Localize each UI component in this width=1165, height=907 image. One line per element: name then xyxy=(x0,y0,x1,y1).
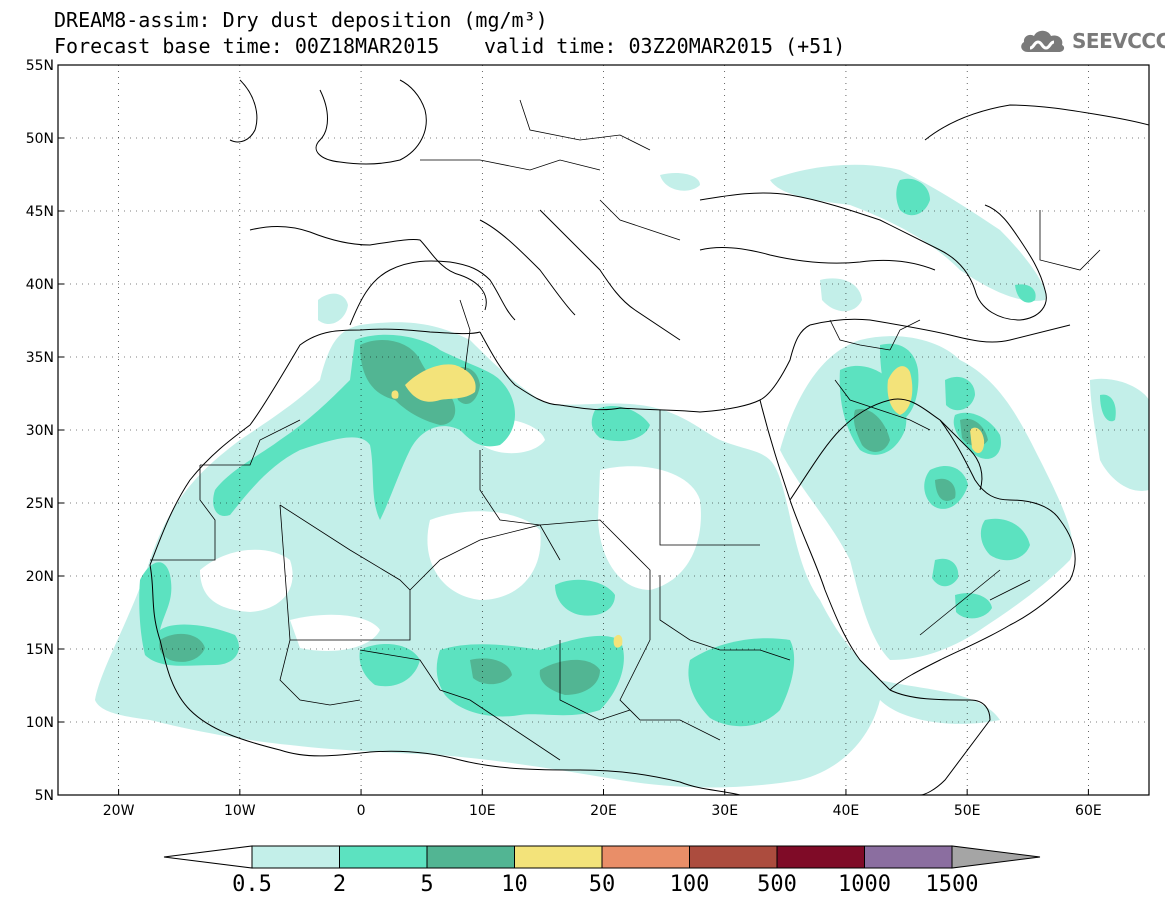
lon-tick-label: 60E xyxy=(1075,803,1102,819)
colorbar-label: 50 xyxy=(589,872,616,897)
colorbar-label: 0.5 xyxy=(232,872,272,897)
lat-tick-label: 55N xyxy=(26,58,54,74)
dust-level-10 xyxy=(391,364,985,648)
valid-time: valid time: 03Z20MAR2015 (+51) xyxy=(484,34,846,58)
colorbar: 0.5 2 5 10 50 100 500 1000 1500 xyxy=(163,845,1041,897)
lon-tick-label: 10E xyxy=(469,803,496,819)
lat-tick-label: 25N xyxy=(26,496,54,512)
lon-tick-label: 20E xyxy=(590,803,617,819)
lon-tick-label: 50E xyxy=(954,803,981,819)
colorbar-label: 500 xyxy=(757,872,797,897)
colorbar-swatch xyxy=(339,845,428,869)
logo-text: SEEVCCC xyxy=(1072,29,1165,53)
lat-tick-label: 50N xyxy=(26,131,54,147)
lon-tick-label: 30E xyxy=(711,803,738,819)
map-title: DREAM8-assim: Dry dust deposition (mg/m³… xyxy=(54,8,548,32)
forecast-base-time: Forecast base time: 00Z18MAR2015 xyxy=(54,34,440,58)
colorbar-label: 100 xyxy=(670,872,710,897)
lat-tick-label: 35N xyxy=(26,350,54,366)
dust-field xyxy=(95,164,1149,788)
colorbar-swatch xyxy=(689,845,778,869)
colorbar-swatch xyxy=(601,845,690,869)
colorbar-swatch xyxy=(776,845,865,869)
lat-tick-label: 5N xyxy=(35,788,54,804)
lon-tick-label: 20W xyxy=(103,803,135,819)
lat-tick-label: 20N xyxy=(26,569,54,585)
lat-tick-label: 40N xyxy=(26,277,54,293)
lat-tick-label: 45N xyxy=(26,204,54,220)
colorbar-over-triangle xyxy=(951,845,1041,869)
lon-tick-label: 40E xyxy=(833,803,860,819)
lat-tick-label: 15N xyxy=(26,642,54,658)
colorbar-label: 1000 xyxy=(838,872,891,897)
colorbar-swatch xyxy=(514,845,603,869)
lon-tick-label: 10W xyxy=(224,803,256,819)
lat-tick-label: 10N xyxy=(26,715,54,731)
colorbar-label: 1500 xyxy=(926,872,979,897)
lon-tick-label: 0 xyxy=(357,803,366,819)
colorbar-label: 10 xyxy=(501,872,528,897)
longitude-labels: 20W 10W 0 10E 20E 30E 40E 50E 60E xyxy=(103,789,1102,819)
seevccc-logo: SEEVCCC xyxy=(1018,26,1165,56)
dust-gaps xyxy=(200,418,701,651)
lat-tick-label: 30N xyxy=(26,423,54,439)
colorbar-label: 5 xyxy=(420,872,433,897)
colorbar-under-triangle xyxy=(163,845,253,869)
colorbar-swatch xyxy=(426,845,515,869)
colorbar-label: 2 xyxy=(333,872,346,897)
coastlines xyxy=(149,79,1149,795)
country-borders xyxy=(150,99,1101,761)
latitude-labels: 55N 50N 45N 40N 35N 30N 25N 20N 15N 10N 5N xyxy=(26,58,64,804)
colorbar-swatch xyxy=(251,845,340,869)
cloud-icon xyxy=(1021,30,1065,52)
colorbar-swatch xyxy=(864,845,953,869)
